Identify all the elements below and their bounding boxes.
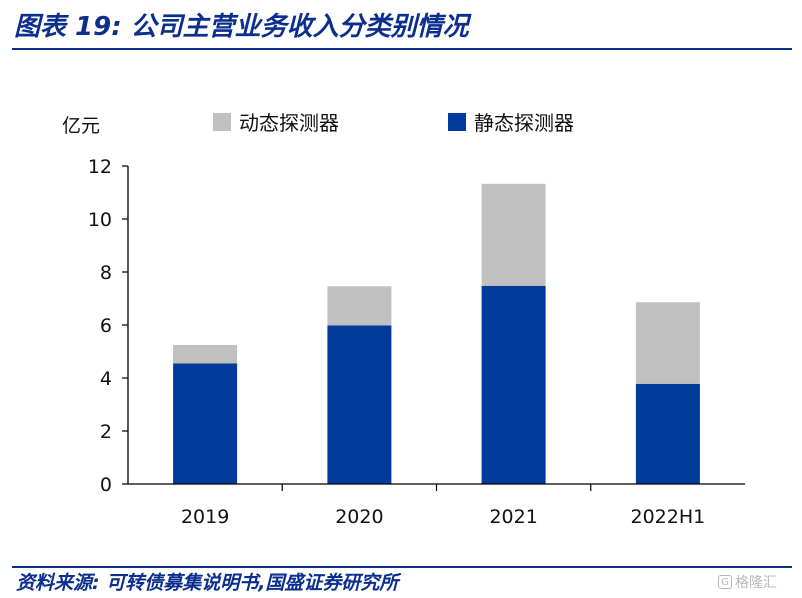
watermark: G 格隆汇 xyxy=(718,572,777,592)
axes-layer: 0 2 4 6 8 10 12 2019 2020 2021 2022H1 xyxy=(88,156,745,528)
title-rule xyxy=(12,48,792,50)
watermark-text: 格隆汇 xyxy=(735,575,777,591)
bar-dynamic-2019 xyxy=(173,344,238,364)
y-tick-label-6: 6 xyxy=(100,315,112,337)
stacked-bar-chart: 动态探测器 静态探测器 亿元 0 2 4 6 8 10 12 2019 2020 2021 2022H… xyxy=(62,111,745,528)
y-tick-label-2: 2 xyxy=(100,421,112,443)
legend-swatch-dynamic xyxy=(213,113,231,131)
x-tick-label-2022H1: 2022H1 xyxy=(631,506,706,528)
bar-static-2021 xyxy=(481,285,546,484)
bar-static-2022H1 xyxy=(635,383,700,484)
source-note: 资料来源: 可转债募集说明书,国盛证券研究所 xyxy=(16,572,399,594)
x-tick-label-2020: 2020 xyxy=(335,506,383,528)
legend-swatch-static xyxy=(448,113,466,131)
bar-static-2019 xyxy=(173,363,238,484)
y-axis-unit-label: 亿元 xyxy=(62,115,100,137)
y-tick-label-12: 12 xyxy=(88,156,112,178)
y-tick-label-10: 10 xyxy=(88,209,112,231)
bar-dynamic-2022H1 xyxy=(635,302,700,384)
legend: 动态探测器 静态探测器 xyxy=(213,111,574,135)
bars-layer xyxy=(173,183,700,484)
chart-title: 图表 19: 公司主营业务收入分类别情况 xyxy=(14,12,469,42)
source-rule xyxy=(12,566,792,568)
y-tick-label-0: 0 xyxy=(100,474,112,496)
x-tick-label-2019: 2019 xyxy=(181,506,229,528)
y-tick-label-8: 8 xyxy=(100,262,112,284)
bar-dynamic-2021 xyxy=(481,183,546,286)
bar-static-2020 xyxy=(327,325,392,484)
legend-label-static: 静态探测器 xyxy=(474,111,574,135)
watermark-logo-icon: G xyxy=(718,575,732,589)
legend-label-dynamic: 动态探测器 xyxy=(239,111,339,135)
bar-dynamic-2020 xyxy=(327,286,392,326)
y-tick-label-4: 4 xyxy=(100,368,112,390)
x-tick-label-2021: 2021 xyxy=(489,506,537,528)
